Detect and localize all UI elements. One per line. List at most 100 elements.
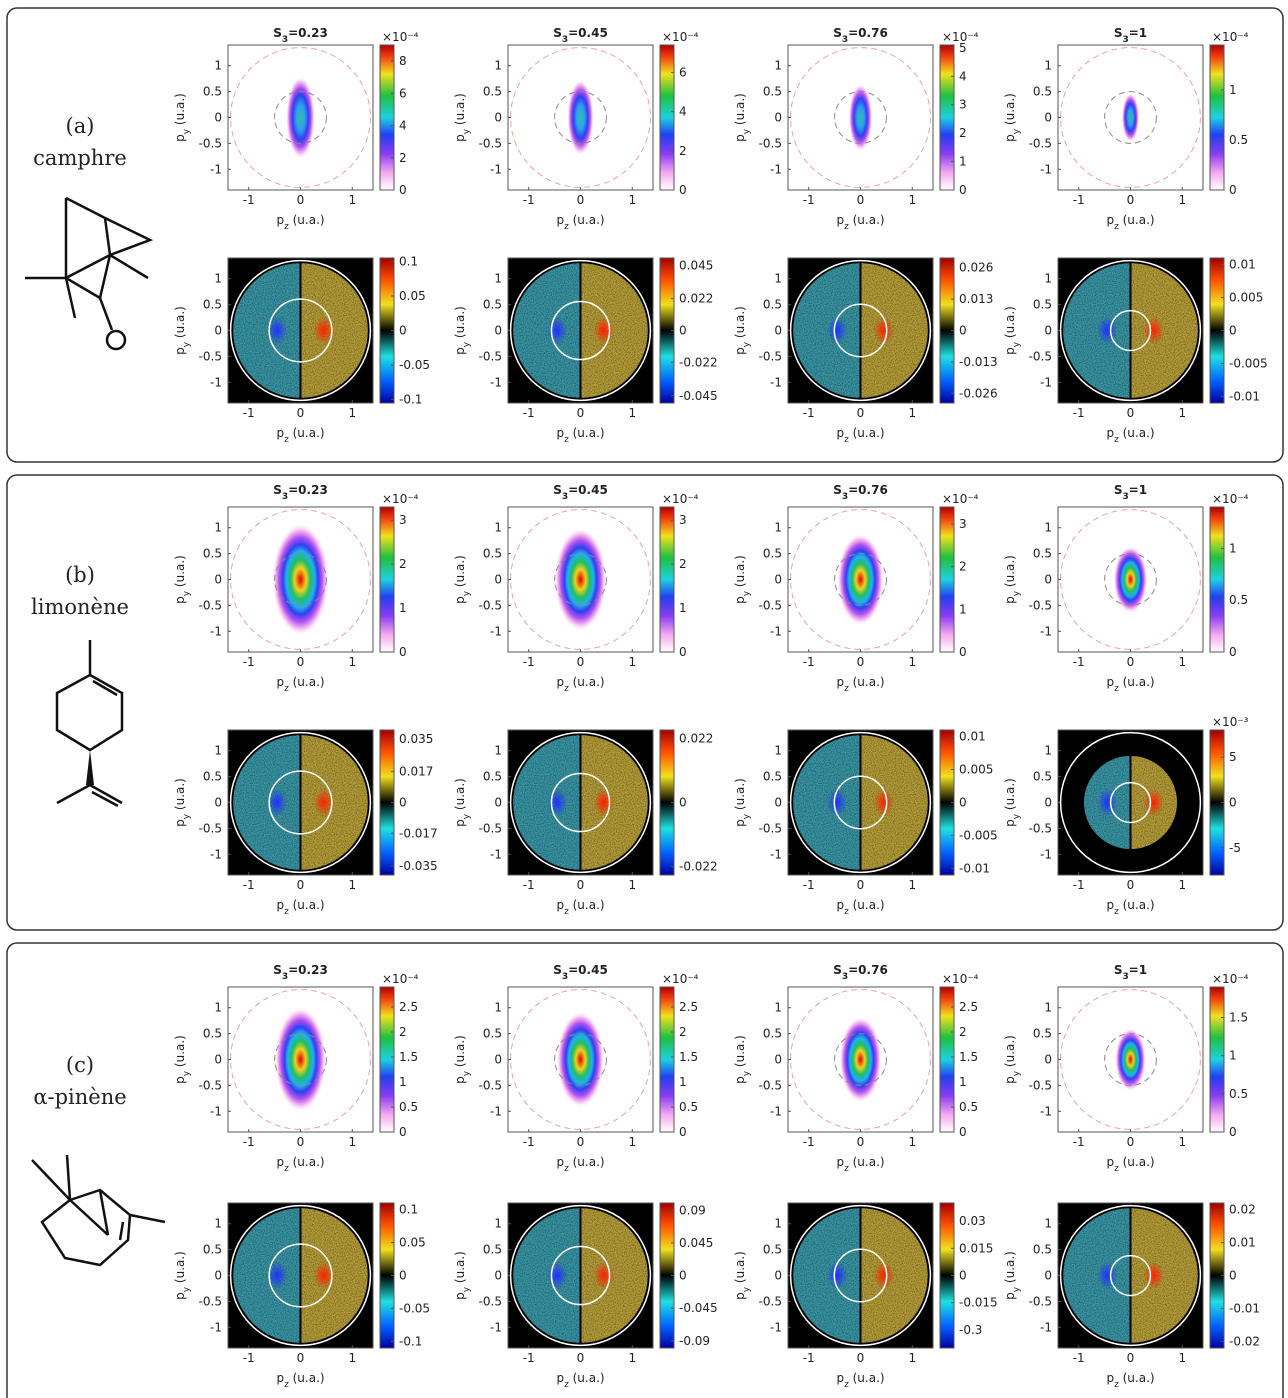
- y-tick-label: 1: [214, 521, 222, 535]
- label-base: p: [453, 347, 467, 355]
- colorbar-tick-label: 0: [399, 1125, 407, 1139]
- label-base: p: [1106, 1155, 1114, 1169]
- colorbar-tick-label: 0.022: [679, 732, 713, 746]
- x-tick-label: -1: [523, 1135, 535, 1149]
- plot-frame: [507, 729, 654, 876]
- cold-spot: [547, 1261, 568, 1290]
- x-tick-label: -1: [523, 193, 535, 207]
- outer-ring: [789, 1204, 932, 1347]
- colorbar-tick-label: 1: [679, 601, 687, 615]
- label-rest: (u.a.): [453, 778, 467, 814]
- y-tick-label: -1: [1040, 162, 1052, 176]
- label-base: p: [453, 1076, 467, 1084]
- label-base: p: [173, 1292, 187, 1300]
- y-axis-label: py (u.a.): [173, 555, 192, 604]
- colorbar-tick-label: 0.03: [959, 1214, 986, 1228]
- colorbar-tick-label: 2: [679, 557, 687, 571]
- inner-ring: [833, 775, 888, 830]
- label-rest: =0.45: [568, 26, 608, 40]
- colorbar-tick-label: 0: [679, 1125, 687, 1139]
- label-rest: (u.a.): [733, 1035, 747, 1071]
- colorbar-tick-label: 0: [679, 324, 687, 338]
- outer-ring: [229, 1204, 372, 1347]
- label-rest: (u.a.): [849, 213, 885, 227]
- colorbar-tick-label: 0: [399, 183, 407, 197]
- label-rest: (u.a.): [173, 555, 187, 591]
- label-sub: z: [564, 1380, 569, 1390]
- outer-ring: [1060, 989, 1201, 1130]
- y-tick-label: 1: [1044, 272, 1052, 286]
- y-axis-label: py (u.a.): [733, 555, 752, 604]
- colorbar-tick-label: 0.015: [959, 1241, 993, 1255]
- hot-spot: [873, 1261, 894, 1290]
- label-sub: z: [1114, 222, 1119, 232]
- y-tick-label: 1: [214, 1001, 222, 1015]
- label-sub: 3: [842, 35, 848, 45]
- colorbar: [379, 44, 395, 191]
- label-base: p: [733, 596, 747, 604]
- y-tick-label: 0: [1044, 573, 1052, 587]
- molecule-name: limonène: [31, 595, 129, 619]
- colorbar-exponent: ×10⁻⁴: [662, 30, 699, 44]
- label-rest: (u.a.): [453, 306, 467, 342]
- plot-frame: [227, 257, 374, 404]
- label-base: S: [1114, 483, 1123, 497]
- colorbar-tick-label: 2: [959, 1025, 967, 1039]
- x-tick-label: 1: [628, 1351, 636, 1365]
- label-rest: (u.a.): [453, 555, 467, 591]
- inner-ring: [554, 1033, 607, 1086]
- label-rest: (u.a.): [849, 426, 885, 440]
- colorbar-tick-label: 4: [399, 119, 407, 133]
- colorbar-tick-label: -0.015: [959, 1296, 998, 1310]
- label-base: S: [553, 26, 562, 40]
- colorbar-tick-label: 0: [959, 645, 967, 659]
- label-base: p: [276, 1155, 284, 1169]
- density-blob: [1113, 545, 1148, 614]
- y-tick-label: 0.5: [763, 1243, 782, 1257]
- hot-spot: [593, 316, 614, 345]
- outer-ring: [790, 989, 931, 1130]
- colorbar-tick-label: -0.013: [959, 355, 998, 369]
- y-tick-label: 1: [214, 744, 222, 758]
- hot-spot: [1143, 316, 1164, 345]
- label-base: p: [1106, 213, 1114, 227]
- y-tick-label: -1: [770, 162, 782, 176]
- label-base: p: [836, 1155, 844, 1169]
- x-axis-label: pz (u.a.): [276, 675, 324, 694]
- colorbar-tick-label: 0: [959, 1269, 967, 1283]
- hot-spot: [1143, 1261, 1164, 1290]
- label-sub: y: [742, 341, 752, 347]
- colorbar-tick-label: 3: [959, 98, 967, 112]
- y-tick-label: -1: [210, 624, 222, 638]
- y-tick-label: 0: [774, 1269, 782, 1283]
- colorbar-tick-label: 8: [399, 54, 407, 68]
- x-tick-label: 1: [348, 406, 356, 420]
- label-sub: y: [1012, 128, 1022, 134]
- plot-frame: [1057, 729, 1204, 876]
- y-tick-label: 0: [1044, 324, 1052, 338]
- label-sub: 3: [562, 972, 568, 982]
- colorbar-tick-label: -0.3: [959, 1323, 982, 1337]
- y-tick-label: -1: [770, 375, 782, 389]
- inner-ring: [554, 553, 607, 606]
- plot-frame: [787, 1202, 934, 1349]
- y-tick-label: -0.5: [759, 598, 782, 612]
- x-tick-label: 0: [577, 655, 585, 669]
- density-blob: [274, 1006, 327, 1113]
- x-tick-label: -1: [243, 1351, 255, 1365]
- inner-ring: [274, 91, 327, 144]
- x-axis-label: pz (u.a.): [1106, 1155, 1154, 1174]
- label-rest: (u.a.): [289, 1155, 325, 1169]
- x-tick-label: 0: [297, 1351, 305, 1365]
- x-tick-label: 0: [297, 193, 305, 207]
- cold-spot: [827, 316, 848, 345]
- y-tick-label: -1: [210, 1320, 222, 1334]
- colorbar: [659, 44, 675, 191]
- outer-ring: [509, 731, 652, 874]
- density-blob: [1121, 92, 1140, 143]
- density-blob: [839, 1016, 882, 1103]
- y-axis-label: py (u.a.): [1003, 778, 1022, 827]
- y-tick-label: -1: [490, 375, 502, 389]
- y-tick-label: -0.5: [759, 349, 782, 363]
- x-axis-label: pz (u.a.): [276, 1155, 324, 1174]
